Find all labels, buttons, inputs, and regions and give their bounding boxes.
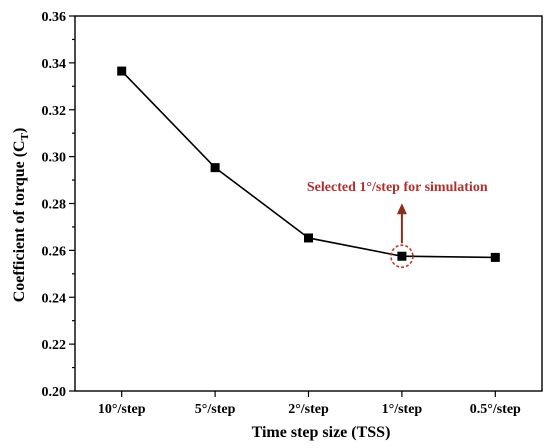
y-tick-label: 0.36 [42, 10, 67, 25]
y-tick-label: 0.32 [42, 104, 67, 119]
data-point [397, 251, 407, 261]
data-series [117, 66, 500, 262]
x-axis-ticks: 10°/step 5°/step 2°/step 1°/step 0.5°/step [98, 391, 521, 417]
series-line [121, 70, 496, 259]
plot-frame [74, 15, 543, 392]
x-tick-label: 10°/step [98, 402, 146, 417]
highlight-circle [390, 244, 414, 269]
annotation-arrowhead [396, 203, 407, 215]
y-axis-title: Coefficient of torque (CT) [11, 128, 31, 303]
data-point [117, 66, 127, 76]
y-tick-label: 0.24 [42, 291, 67, 306]
annotation-group: Selected 1°/step for simulation [307, 180, 488, 269]
y-axis-title-main: Coefficient of torque (C [11, 140, 28, 302]
y-tick-label: 0.28 [42, 198, 67, 213]
x-tick-label: 5°/step [195, 402, 236, 417]
y-axis-title-close: ) [11, 128, 28, 133]
y-tick-label: 0.20 [42, 385, 67, 400]
y-tick-label: 0.30 [42, 151, 67, 166]
y-tick-label: 0.22 [42, 338, 67, 353]
x-axis-title: Time step size (TSS) [252, 424, 391, 441]
x-tick-label: 1°/step [382, 402, 423, 417]
y-tick-label: 0.26 [42, 244, 67, 259]
data-point [304, 233, 313, 243]
y-axis-ticks: 0.20 0.22 0.24 0.26 0.28 0.30 0.32 0.34 0.36 [42, 10, 75, 400]
data-point [490, 252, 500, 262]
y-tick-label: 0.34 [42, 57, 67, 72]
data-point [210, 163, 220, 173]
plot-border [74, 15, 543, 392]
y-axis-title-subscript: T [19, 132, 31, 140]
annotation-label: Selected 1°/step for simulation [307, 180, 488, 195]
x-tick-label: 0.5°/step [470, 402, 521, 417]
x-tick-label: 2°/step [288, 402, 329, 417]
